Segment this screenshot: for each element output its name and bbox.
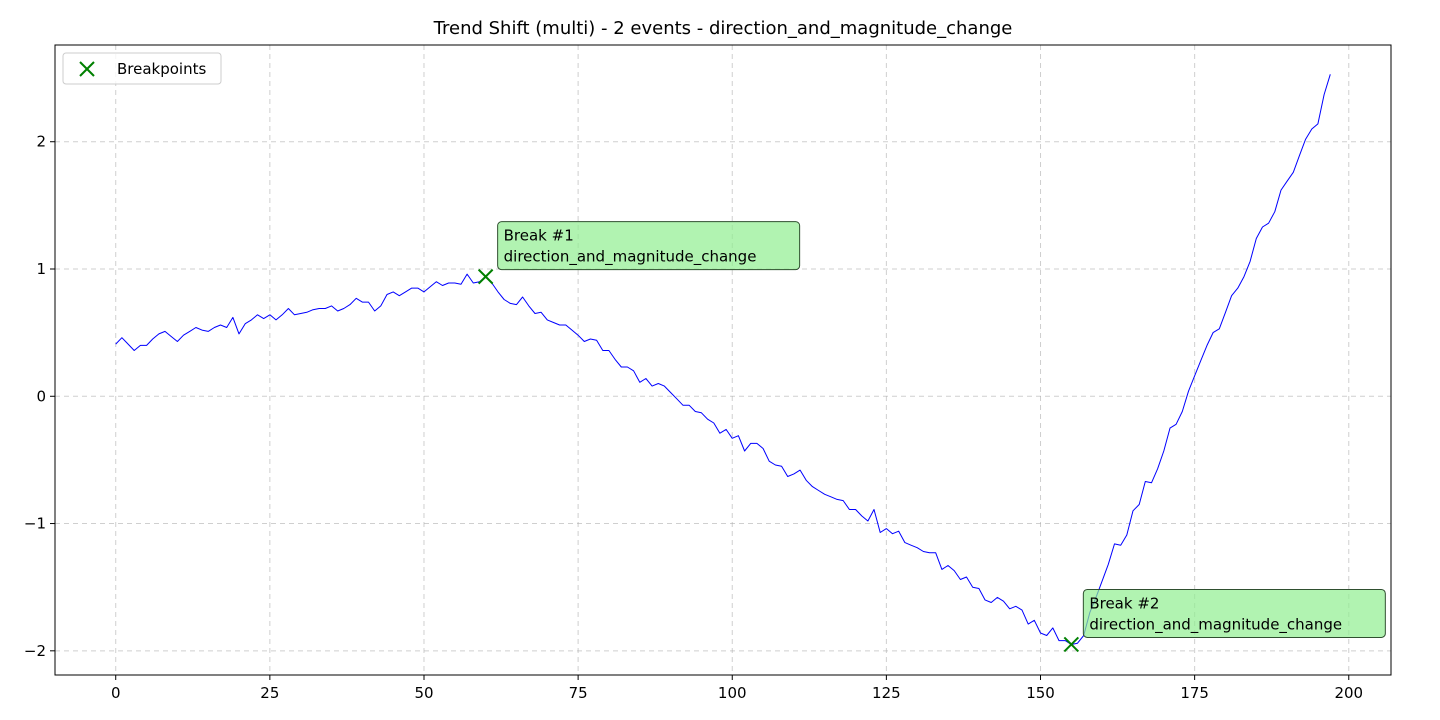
y-tick-label-3: 1 [36, 260, 46, 278]
y-tick-label-0: −2 [24, 642, 46, 660]
breakpoint-marker-1 [477, 268, 494, 285]
annotation-label: direction_and_magnitude_change [504, 248, 757, 267]
series-line-0 [115, 74, 1331, 645]
x-tick-label-0: 0 [111, 684, 121, 702]
legend-frame [62, 52, 222, 85]
x-tick-label-125: 125 [872, 684, 901, 702]
axis-ticks: 0 25 50 75 100 125 150 175 200 −2 −1 0 1 2 [24, 133, 1363, 702]
breakpoint-marker-stroke-b [1063, 636, 1080, 653]
chart-title: Trend Shift (multi) - 2 events - directi… [433, 18, 1013, 39]
y-tick-label-1: −1 [24, 515, 46, 533]
annotation-label: direction_and_magnitude_change [1089, 615, 1342, 634]
legend-label-breakpoints: Breakpoints [117, 60, 206, 78]
annotation-box [497, 221, 801, 271]
grid [55, 45, 1391, 675]
x-tick-label-175: 175 [1180, 684, 1209, 702]
x-tick-label-100: 100 [718, 684, 747, 702]
y-tick-label-2: 0 [36, 387, 46, 405]
legend: Breakpoints [62, 52, 222, 85]
annotation-title: Break #2 [1089, 594, 1159, 612]
breakpoint-markers [477, 268, 1080, 653]
axes-frame [54, 44, 1392, 676]
breakpoint-annotations: Break #1direction_and_magnitude_changeBr… [497, 221, 1386, 638]
y-tick-label-4: 2 [36, 133, 46, 151]
breakpoint-annotation-2: Break #2 direction_and_magnitude_change [1082, 588, 1386, 638]
breakpoint-marker-stroke-b [477, 268, 494, 285]
annotation-box [1082, 588, 1386, 638]
series-layer [115, 74, 1331, 645]
x-tick-label-200: 200 [1334, 684, 1363, 702]
x-tick-label-150: 150 [1026, 684, 1055, 702]
x-tick-label-75: 75 [569, 684, 588, 702]
x-tick-label-25: 25 [260, 684, 279, 702]
legend-marker-x [79, 61, 95, 77]
annotation-title: Break #1 [504, 227, 574, 245]
breakpoint-annotation-1: Break #1 direction_and_magnitude_change [497, 221, 801, 271]
breakpoint-marker-2 [1063, 636, 1080, 653]
x-tick-label-50: 50 [414, 684, 433, 702]
